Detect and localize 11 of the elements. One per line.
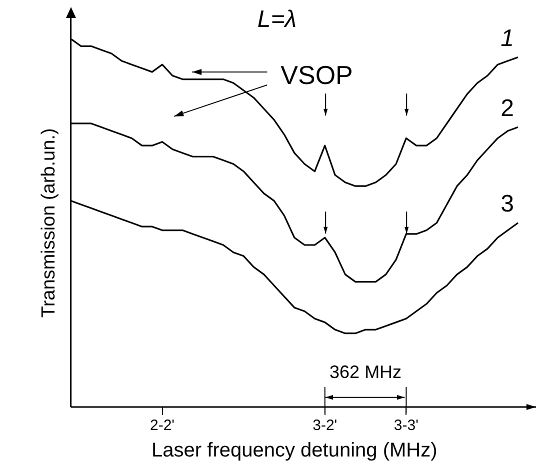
y-axis-title: Transmission (arb.un.)	[38, 128, 60, 318]
x-tick-label: 2-2'	[150, 417, 175, 434]
annotation: VSOP	[280, 60, 353, 90]
chart-title: L=λ	[257, 6, 297, 34]
x-tick-label: 3-3'	[394, 417, 419, 434]
series-label: 3	[500, 190, 514, 218]
x-tick-label: 3-2'	[312, 417, 338, 434]
x-axis-title: Laser frequency detuning (MHz)	[152, 440, 438, 462]
series-label: 1	[500, 24, 514, 52]
series-label: 2	[500, 94, 514, 122]
annotation: 362 MHz	[330, 362, 402, 382]
